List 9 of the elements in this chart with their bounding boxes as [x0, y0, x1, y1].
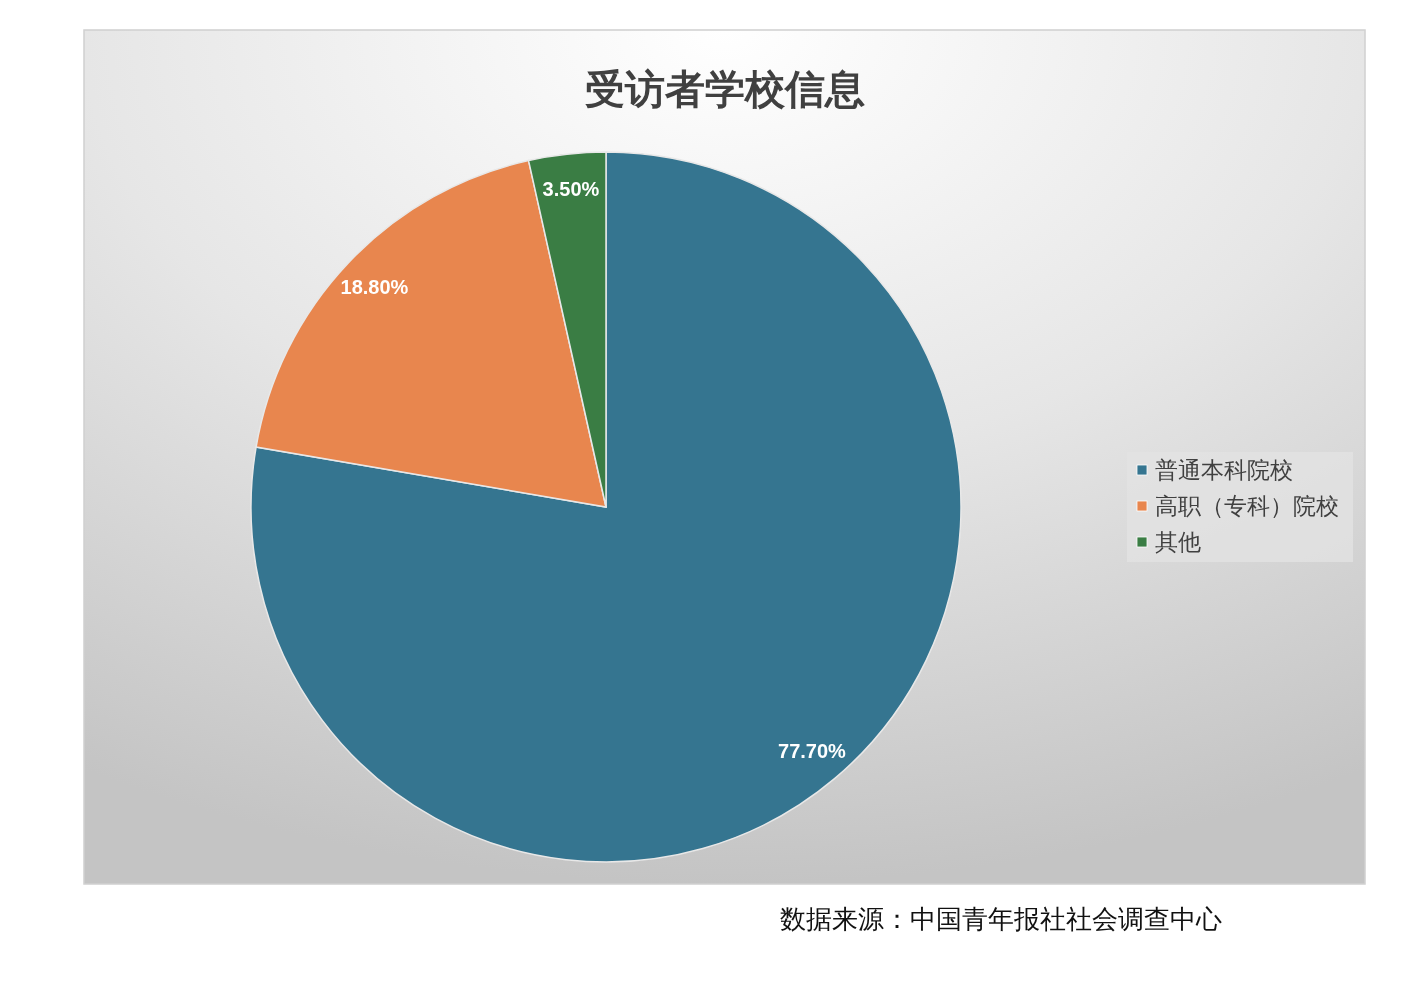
data-label: 3.50% [542, 178, 600, 201]
legend-label: 其他 [1155, 529, 1201, 555]
legend-label: 普通本科院校 [1155, 457, 1293, 483]
pie-slice [250, 151, 962, 863]
chart-title: 受访者学校信息 [584, 66, 865, 112]
data-label: 77.70% [778, 740, 847, 763]
legend-label: 高职（专科）院校 [1155, 493, 1339, 519]
data-label: 18.80% [340, 275, 409, 298]
source-note: 数据来源：中国青年报社社会调查中心 [780, 904, 1222, 934]
